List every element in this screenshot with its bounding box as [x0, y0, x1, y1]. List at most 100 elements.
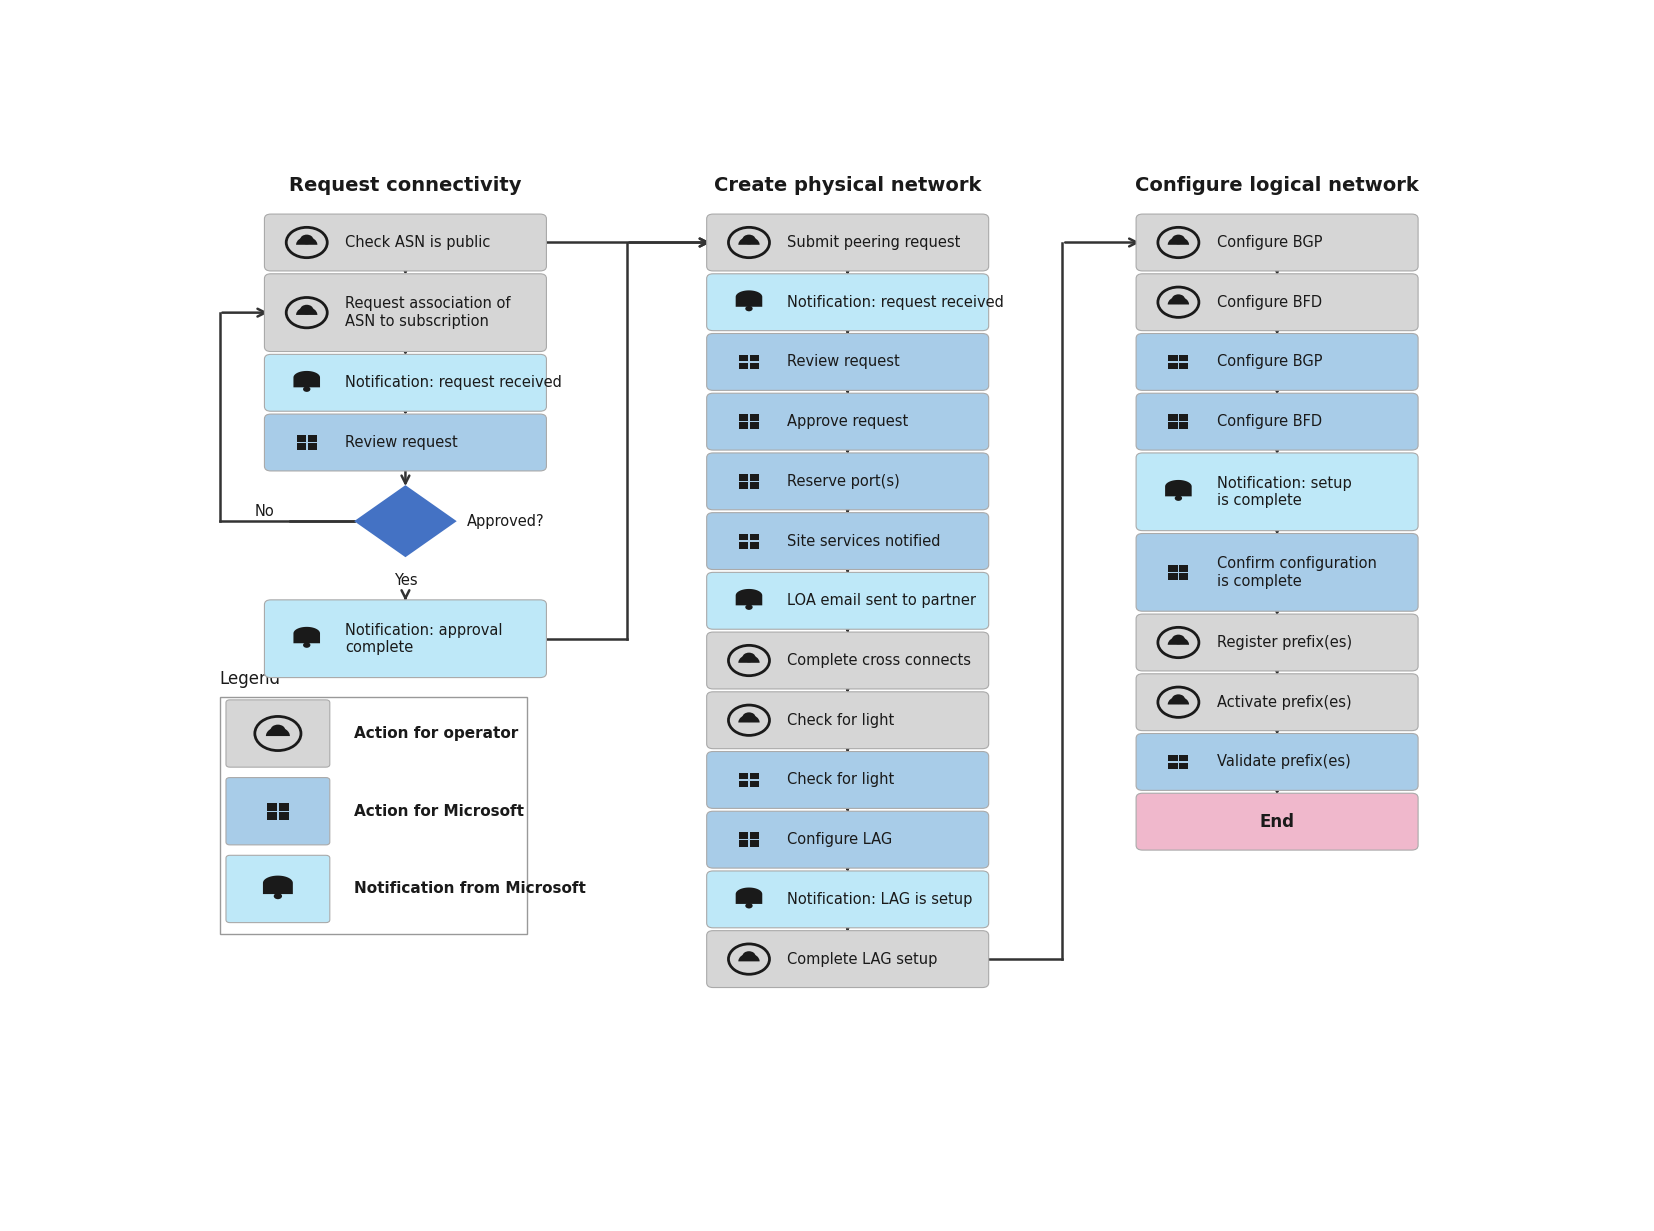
Wedge shape [266, 728, 289, 736]
Circle shape [299, 305, 313, 314]
Bar [1179, 572, 1189, 580]
Text: Action for operator: Action for operator [354, 726, 518, 741]
FancyBboxPatch shape [706, 751, 989, 809]
Bar [739, 474, 748, 481]
Bar [1176, 481, 1179, 484]
Circle shape [746, 604, 753, 609]
Text: Review request: Review request [787, 355, 900, 369]
Text: Notification: request received: Notification: request received [346, 375, 562, 390]
Text: Complete cross connects: Complete cross connects [787, 652, 971, 668]
FancyBboxPatch shape [706, 632, 989, 689]
Text: Complete LAG setup: Complete LAG setup [787, 952, 938, 966]
FancyBboxPatch shape [1136, 614, 1417, 671]
Text: Configure BGP: Configure BGP [1217, 235, 1322, 250]
Bar [749, 422, 759, 430]
Wedge shape [738, 236, 759, 245]
Bar [739, 363, 748, 369]
Text: Legend: Legend [220, 670, 281, 688]
Text: LOA email sent to partner: LOA email sent to partner [787, 593, 976, 608]
Text: Configure logical network: Configure logical network [1135, 176, 1419, 196]
Wedge shape [1168, 236, 1189, 245]
Polygon shape [736, 888, 762, 904]
Text: Request association of
ASN to subscription: Request association of ASN to subscripti… [346, 297, 511, 329]
Text: Configure BFD: Configure BFD [1217, 294, 1322, 310]
Circle shape [746, 305, 753, 311]
FancyBboxPatch shape [265, 414, 546, 471]
Text: Configure LAG: Configure LAG [787, 832, 893, 847]
Bar [1168, 762, 1178, 769]
Bar [276, 876, 280, 880]
Bar [739, 841, 748, 847]
Bar [739, 414, 748, 421]
Text: Yes: Yes [394, 574, 417, 588]
Circle shape [1174, 495, 1183, 501]
Circle shape [1171, 294, 1184, 304]
Text: Notification: request received: Notification: request received [787, 294, 1004, 310]
Bar [749, 773, 759, 779]
Bar [749, 474, 759, 481]
FancyBboxPatch shape [220, 698, 528, 934]
Circle shape [743, 713, 756, 723]
Text: Activate prefix(es): Activate prefix(es) [1217, 694, 1351, 710]
Polygon shape [293, 627, 319, 644]
FancyBboxPatch shape [1136, 334, 1417, 390]
Circle shape [746, 904, 753, 908]
Wedge shape [1168, 297, 1189, 304]
Text: Approve request: Approve request [787, 414, 908, 430]
Circle shape [743, 652, 756, 662]
Text: Configure BGP: Configure BGP [1217, 355, 1322, 369]
Bar [739, 773, 748, 779]
FancyBboxPatch shape [706, 334, 989, 390]
FancyBboxPatch shape [227, 856, 329, 922]
Bar [304, 628, 308, 630]
Bar [1168, 755, 1178, 761]
Polygon shape [1164, 480, 1191, 496]
Text: Site services notified: Site services notified [787, 533, 941, 549]
Bar [296, 443, 306, 451]
Wedge shape [1168, 636, 1189, 645]
Text: End: End [1260, 812, 1295, 831]
Bar [749, 534, 759, 540]
Bar [266, 803, 276, 810]
Wedge shape [738, 954, 759, 961]
Bar [308, 435, 318, 442]
FancyBboxPatch shape [706, 273, 989, 331]
FancyBboxPatch shape [1136, 273, 1417, 331]
Bar [1179, 565, 1189, 571]
Text: Check for light: Check for light [787, 772, 895, 788]
Circle shape [303, 387, 311, 391]
FancyBboxPatch shape [706, 811, 989, 868]
Bar [308, 443, 318, 451]
Text: Action for Microsoft: Action for Microsoft [354, 804, 524, 819]
Wedge shape [1168, 697, 1189, 704]
Polygon shape [736, 588, 762, 606]
Bar [749, 414, 759, 421]
Text: Notification: approval
complete: Notification: approval complete [346, 623, 503, 655]
Text: Create physical network: Create physical network [715, 176, 981, 196]
FancyBboxPatch shape [227, 700, 329, 767]
FancyBboxPatch shape [706, 453, 989, 510]
Wedge shape [296, 236, 318, 245]
FancyBboxPatch shape [1136, 793, 1417, 851]
Bar [749, 832, 759, 840]
Bar [749, 363, 759, 369]
Wedge shape [296, 307, 318, 315]
Text: Reserve port(s): Reserve port(s) [787, 474, 900, 489]
Bar [739, 483, 748, 489]
Polygon shape [263, 875, 293, 894]
FancyBboxPatch shape [1136, 533, 1417, 612]
FancyBboxPatch shape [265, 273, 546, 352]
FancyBboxPatch shape [1136, 393, 1417, 451]
Bar [1179, 755, 1189, 761]
Bar [1179, 363, 1189, 369]
Circle shape [271, 725, 284, 736]
Text: Approved?: Approved? [466, 513, 544, 528]
Text: Notification from Microsoft: Notification from Microsoft [354, 881, 586, 896]
FancyBboxPatch shape [1136, 673, 1417, 731]
Bar [749, 780, 759, 788]
Bar [1168, 355, 1178, 362]
Bar [304, 372, 308, 374]
FancyBboxPatch shape [706, 393, 989, 451]
Text: Review request: Review request [346, 435, 458, 451]
Bar [1179, 422, 1189, 430]
